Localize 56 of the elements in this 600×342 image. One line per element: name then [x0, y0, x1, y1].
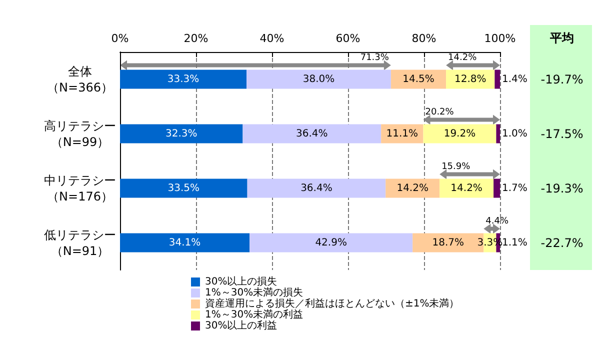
bar — [120, 70, 247, 89]
data-label: 33.5% — [168, 182, 200, 194]
data-label: 1.7% — [502, 182, 528, 194]
annotation: 4.4% — [486, 216, 509, 226]
y-tick-label: 低リテラシー（N=91） — [44, 228, 116, 258]
data-label: 14.5% — [402, 74, 434, 85]
annotation: 15.9% — [442, 162, 471, 172]
data-label: 1.1% — [502, 237, 528, 248]
data-label: 36.4% — [300, 182, 332, 194]
data-label: 1.0% — [502, 128, 528, 140]
bar — [120, 178, 248, 198]
bar — [386, 178, 440, 198]
text: -22.7% — [540, 236, 584, 250]
y-tick-label: 全体（N=366） — [47, 64, 113, 94]
text: 平均 — [549, 31, 574, 45]
legend-label: 資産運用による損失／利益はほとんどない（±1%未満） — [205, 298, 460, 310]
data-label: 14.2% — [396, 182, 428, 194]
x-tick-label: 100% — [484, 32, 516, 45]
data-label: 34.1% — [168, 237, 201, 248]
data-label: 33.3% — [167, 74, 200, 85]
bar — [247, 178, 386, 198]
bar — [120, 124, 243, 144]
bar — [246, 70, 391, 89]
x-tick-label: 40% — [260, 32, 284, 45]
bar — [440, 178, 494, 198]
bar — [242, 124, 382, 144]
data-label: 14.2% — [450, 182, 482, 194]
data-label: 32.3% — [165, 128, 198, 140]
legend-label: 1%～30%未満の利益 — [205, 308, 304, 320]
bar — [390, 70, 446, 89]
data-label: 18.7% — [432, 237, 464, 248]
data-label: 1.4% — [502, 74, 528, 85]
annotation: 14.2% — [448, 52, 478, 63]
annotation: 20.2% — [425, 107, 454, 118]
bar — [250, 233, 413, 252]
text: -19.3% — [540, 181, 584, 196]
data-label: 42.9% — [315, 237, 347, 248]
data-label: 12.8% — [454, 74, 486, 85]
data-label: 11.1% — [386, 128, 418, 140]
bar — [120, 233, 250, 252]
y-tick-label: 高リテラシー（N=99） — [44, 118, 116, 149]
bar — [423, 124, 496, 144]
x-tick-label: 20% — [184, 32, 208, 45]
text: -17.5% — [540, 126, 584, 141]
x-tick-label: 60% — [336, 32, 360, 45]
text: -19.7% — [540, 72, 584, 86]
x-tick-label: 0% — [111, 32, 129, 45]
data-label: 19.2% — [444, 128, 476, 140]
legend-label: 30%以上の利益 — [205, 320, 278, 332]
x-tick-label: 80% — [412, 32, 436, 45]
annotation: 71.3% — [360, 52, 390, 63]
data-label: 36.4% — [296, 128, 328, 140]
legend-label: 30%以上の損失 — [205, 276, 278, 288]
legend-label: 1%～30%未満の損失 — [205, 286, 304, 298]
y-tick-label: 中リテラシー（N=176） — [44, 173, 116, 204]
data-label: 38.0% — [302, 74, 335, 85]
